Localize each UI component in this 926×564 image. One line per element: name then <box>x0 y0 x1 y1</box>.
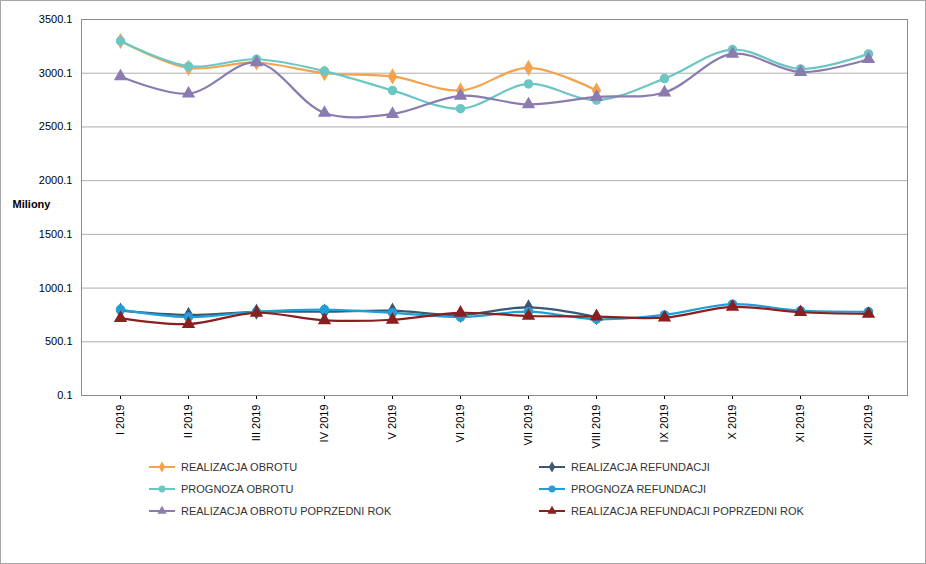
svg-text:I 2019: I 2019 <box>114 405 126 436</box>
svg-text:IX 2019: IX 2019 <box>658 405 670 443</box>
html-text:REALIZACJA OBROTU: REALIZACJA OBROTU <box>181 461 298 473</box>
svg-text:IV 2019: IV 2019 <box>318 405 330 443</box>
svg-text:0.1: 0.1 <box>57 389 72 401</box>
svg-text:Miliony: Miliony <box>13 198 52 210</box>
svg-text:3000.1: 3000.1 <box>39 67 73 79</box>
svg-text:3500.1: 3500.1 <box>39 13 73 25</box>
svg-text:XII 2019: XII 2019 <box>862 405 874 446</box>
svg-text:III 2019: III 2019 <box>250 405 262 442</box>
svg-text:2500.1: 2500.1 <box>39 120 73 132</box>
html-text:REALIZACJA REFUNDACJI: REALIZACJA REFUNDACJI <box>571 461 710 473</box>
svg-text:V 2019: V 2019 <box>386 405 398 440</box>
html-text:REALIZACJA REFUNDACJI POPRZEDN: REALIZACJA REFUNDACJI POPRZEDNI ROK <box>571 505 804 517</box>
svg-text:500.1: 500.1 <box>45 335 73 347</box>
svg-text:1000.1: 1000.1 <box>39 282 73 294</box>
svg-text:2000.1: 2000.1 <box>39 174 73 186</box>
svg-text:VIII 2019: VIII 2019 <box>590 405 602 449</box>
svg-text:XI 2019: XI 2019 <box>794 405 806 443</box>
svg-text:1500.1: 1500.1 <box>39 228 73 240</box>
html-text:PROGNOZA OBROTU: PROGNOZA OBROTU <box>181 483 294 495</box>
svg-text:II 2019: II 2019 <box>182 405 194 439</box>
svg-text:VI 2019: VI 2019 <box>454 405 466 443</box>
svg-text:X 2019: X 2019 <box>726 405 738 440</box>
html-text:PROGNOZA REFUNDACJI: PROGNOZA REFUNDACJI <box>571 483 707 495</box>
html-text:REALIZACJA OBROTU POPRZEDNI RO: REALIZACJA OBROTU POPRZEDNI ROK <box>181 505 392 517</box>
svg-text:VII 2019: VII 2019 <box>522 405 534 446</box>
